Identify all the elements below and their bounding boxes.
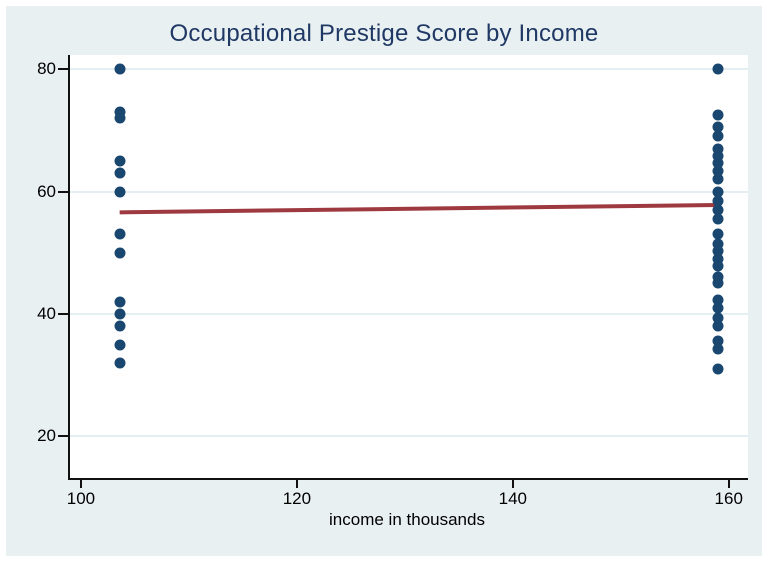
data-point <box>712 109 724 121</box>
data-point <box>712 143 724 155</box>
gridline-y-80 <box>70 68 748 71</box>
data-point <box>114 112 126 124</box>
data-point <box>712 157 724 169</box>
data-point <box>712 260 724 272</box>
y-tick-label-60: 60 <box>37 181 56 201</box>
data-point <box>712 130 724 142</box>
data-point <box>712 343 724 355</box>
gridline-y-60 <box>70 190 748 193</box>
y-tick-80 <box>58 68 68 71</box>
data-point <box>712 294 724 306</box>
x-axis-title: income in thousands <box>329 510 485 529</box>
gridline-y-20 <box>70 435 748 438</box>
x-tick-160 <box>727 480 730 488</box>
x-tick-label-120: 120 <box>282 489 312 508</box>
y-tick-label-40: 40 <box>37 303 56 323</box>
data-point <box>114 186 126 197</box>
chart-title: Occupational Prestige Score by Income <box>169 20 599 47</box>
data-point <box>712 173 724 185</box>
data-point <box>114 339 126 351</box>
y-tick-20 <box>58 435 68 438</box>
data-point <box>114 296 126 308</box>
y-tick-60 <box>58 190 68 193</box>
data-point <box>712 204 724 216</box>
data-point <box>114 357 126 369</box>
data-point <box>712 335 724 347</box>
data-point <box>712 186 724 197</box>
x-tick-label-140: 140 <box>498 489 527 508</box>
data-point <box>712 253 724 265</box>
x-tick-label-100: 100 <box>66 489 96 508</box>
data-point <box>114 247 126 259</box>
x-tick-120 <box>295 480 298 488</box>
data-point <box>712 213 724 225</box>
gridline-y-40 <box>70 312 748 315</box>
data-point <box>712 238 724 250</box>
fit-line <box>119 202 718 215</box>
data-point <box>712 228 724 240</box>
data-point <box>712 363 724 375</box>
y-tick-label-20: 20 <box>37 426 56 446</box>
data-point <box>712 150 724 162</box>
plot-area <box>68 55 748 480</box>
data-point <box>712 312 724 324</box>
data-point <box>712 320 724 332</box>
x-tick-140 <box>511 480 514 488</box>
data-point <box>712 271 724 283</box>
data-point <box>712 165 724 177</box>
x-tick-100 <box>79 480 82 488</box>
data-point <box>712 245 724 257</box>
data-point <box>712 121 724 133</box>
data-point <box>712 63 724 75</box>
fit-line-layer <box>119 202 718 215</box>
y-tick-label-80: 80 <box>37 59 56 79</box>
data-point <box>114 228 126 240</box>
data-point <box>712 277 724 289</box>
data-point <box>712 302 724 314</box>
chart-figure: Occupational Prestige Score by Income 20… <box>6 6 762 556</box>
y-tick-40 <box>58 312 68 315</box>
x-tick-label-160: 160 <box>714 489 743 508</box>
data-point <box>114 308 126 320</box>
data-point <box>712 195 724 207</box>
data-point <box>114 155 126 167</box>
data-point <box>114 320 126 332</box>
data-point <box>114 63 126 75</box>
data-point <box>114 167 126 179</box>
data-point <box>114 106 126 118</box>
